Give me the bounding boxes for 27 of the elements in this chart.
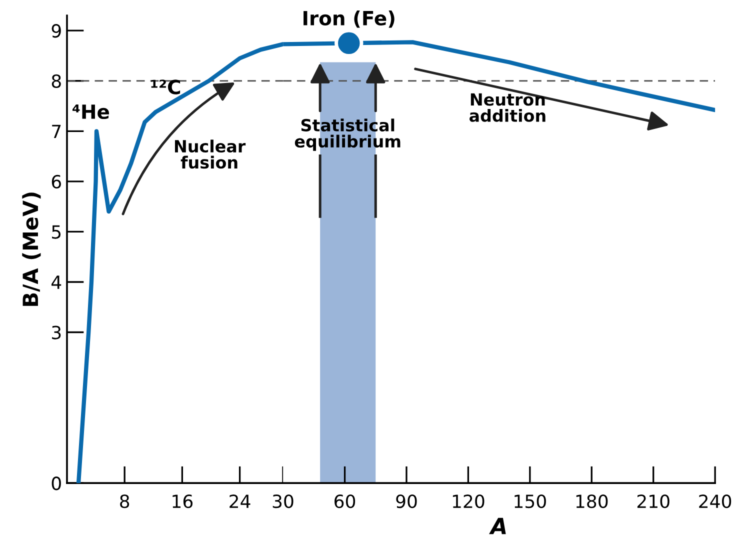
x-tick-label: 24 <box>230 494 250 508</box>
y-tick-label: 3 <box>52 326 61 340</box>
x-tick-label: 8 <box>120 494 130 508</box>
x-tick-label: 16 <box>172 494 193 508</box>
annotation: ¹²C <box>151 80 180 94</box>
y-axis-title: B/A (MeV) <box>22 192 41 306</box>
x-axis-title: A <box>489 518 506 534</box>
y-tick-label: 5 <box>52 225 61 239</box>
x-tick-label: 180 <box>576 494 608 508</box>
x-tick-label: 240 <box>699 494 732 508</box>
x-tick-label: 60 <box>334 494 356 508</box>
annotation: ⁴He <box>72 104 109 120</box>
x-tick-label: 90 <box>396 494 417 508</box>
y-tick-label: 9 <box>52 24 61 38</box>
y-tick-label: 4 <box>52 276 62 289</box>
annotation: Nuclear fusion <box>174 140 246 169</box>
x-tick-label: 30 <box>272 494 294 508</box>
annotation: Iron (Fe) <box>304 10 394 28</box>
x-tick-label: 120 <box>452 494 484 508</box>
x-tick-label: 210 <box>637 494 670 508</box>
annotation: Neutron addition <box>470 93 546 122</box>
x-tick-label: 150 <box>514 494 546 508</box>
y-tick-label: 7 <box>52 124 61 138</box>
band-label: Statistical equilibrium <box>294 118 400 151</box>
y-tick-label: 6 <box>52 174 61 189</box>
y-tick-label: 0 <box>52 476 61 490</box>
y-tick-label: 8 <box>52 74 61 88</box>
